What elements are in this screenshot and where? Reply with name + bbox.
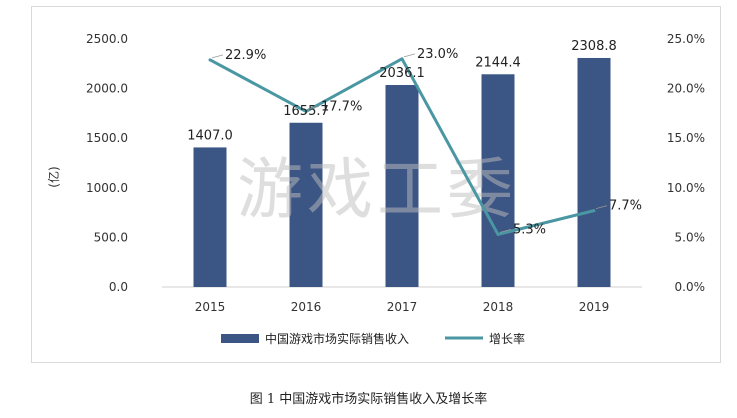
y2-tick-label: 20.0%: [667, 82, 705, 96]
bar-value-label: 1407.0: [187, 128, 233, 143]
chart-frame: (亿) 0.0 500.0 1000.0 1500.0 2000.0 2500.0 0.0…: [31, 6, 721, 363]
line-value-label: 7.7%: [609, 199, 642, 214]
label-leader: [307, 106, 320, 110]
y2-tick-label: 5.0%: [675, 230, 706, 244]
bar-series: [193, 57, 611, 288]
x-tick-label: 2019: [579, 300, 610, 314]
y2-tick-label: 10.0%: [667, 181, 705, 195]
line-series: [208, 57, 596, 236]
line-point: [496, 232, 500, 236]
figure-caption: 图 1 中国游戏市场实际销售收入及增长率: [249, 392, 488, 407]
legend: 中国游戏市场实际销售收入 增长率: [221, 331, 525, 346]
label-leader: [595, 205, 608, 210]
bar-value-label: 2308.8: [571, 39, 617, 54]
bar: [577, 57, 611, 287]
x-tick-label: 2017: [387, 300, 418, 314]
line-point: [208, 58, 212, 62]
y2-tick-label: 15.0%: [667, 131, 705, 145]
line-point: [400, 57, 404, 61]
y2-axis-ticks: 0.0% 5.0% 10.0% 15.0% 20.0% 25.0%: [667, 32, 705, 294]
y-axis-ticks: 0.0 500.0 1000.0 1500.0 2000.0 2500.0: [86, 32, 128, 294]
x-tick-label: 2015: [195, 300, 226, 314]
line-data-labels: 22.9% 17.7% 23.0% 5.3% 7.7%: [211, 47, 642, 237]
bar: [481, 74, 515, 288]
bar-value-label: 2036.1: [379, 66, 425, 81]
y2-tick-label: 25.0%: [667, 32, 705, 46]
y-tick-label: 2000.0: [86, 82, 128, 96]
watermark: 游戏工委: [237, 151, 517, 228]
y-tick-label: 1500.0: [86, 131, 128, 145]
x-axis-ticks: 2015 2016 2017 2018 2019: [195, 300, 610, 314]
bar-data-labels: 1407.0 1655.7 2036.1 2144.4 2308.8: [187, 39, 617, 143]
legend-label-line: 增长率: [489, 331, 525, 346]
label-leader: [499, 229, 512, 233]
y-axis-label: (亿): [46, 166, 61, 187]
bar-value-label: 2144.4: [475, 55, 521, 70]
line-value-label: 23.0%: [417, 47, 458, 62]
legend-swatch-bar: [221, 334, 259, 343]
bar: [289, 122, 323, 287]
y2-tick-label: 0.0%: [675, 280, 706, 294]
line-point: [592, 209, 596, 213]
y-tick-label: 1000.0: [86, 181, 128, 195]
line-value-label: 5.3%: [513, 222, 546, 237]
label-leader: [211, 54, 224, 59]
bar: [385, 85, 419, 287]
bar-value-label: 1655.7: [283, 104, 329, 119]
line-value-label: 17.7%: [321, 99, 362, 114]
x-tick-label: 2016: [291, 300, 322, 314]
x-tick-label: 2018: [483, 300, 514, 314]
legend-label-bar: 中国游戏市场实际销售收入: [265, 331, 409, 346]
combo-chart: (亿) 0.0 500.0 1000.0 1500.0 2000.0 2500.0 0.0…: [46, 32, 705, 346]
line-point: [304, 109, 308, 113]
y-tick-label: 2500.0: [86, 32, 128, 46]
label-leader: [403, 53, 416, 58]
y-tick-label: 0.0: [109, 280, 128, 294]
line-value-label: 22.9%: [225, 48, 266, 63]
y-tick-label: 500.0: [94, 230, 128, 244]
bar: [193, 147, 227, 287]
